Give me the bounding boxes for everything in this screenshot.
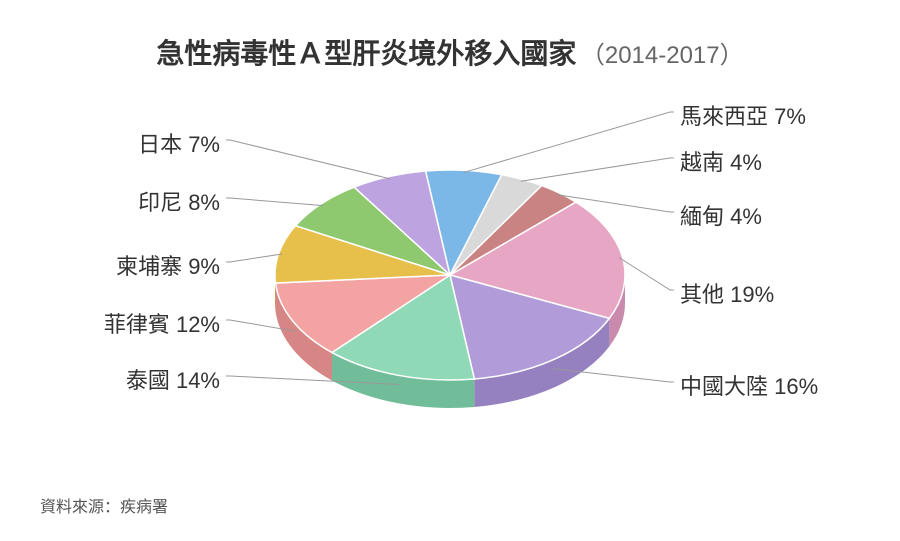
leader-line [226,254,282,262]
slice-label: 日本 7% [138,127,220,159]
pie-chart: 馬來西亞 7% 越南 4% 緬甸 4% 其他 19% 中國大陸 16% 日本 7% 印尼 8… [0,80,900,480]
slice-label: 印尼 8% [138,185,220,217]
source-text: 資料來源：疾病署 [40,493,168,517]
slice-label: 越南 4% [680,145,762,177]
leader-line [464,112,674,172]
slice-label: 菲律賓 12% [104,307,220,339]
slice-label: 緬甸 4% [680,199,762,231]
leader-line [226,198,323,206]
slice-label: 柬埔寨 9% [116,249,220,281]
slice-label: 其他 19% [680,277,774,309]
slice-label: 中國大陸 16% [680,369,818,401]
slice-label: 馬來西亞 7% [680,99,806,131]
leader-line [226,140,390,179]
slice-label: 泰國 14% [126,363,220,395]
chart-subtitle: （2014-2017） [581,42,744,69]
leader-line [619,257,674,290]
chart-title: 急性病毒性Ａ型肝炎境外移入國家 [156,38,576,69]
leader-line [521,158,674,181]
